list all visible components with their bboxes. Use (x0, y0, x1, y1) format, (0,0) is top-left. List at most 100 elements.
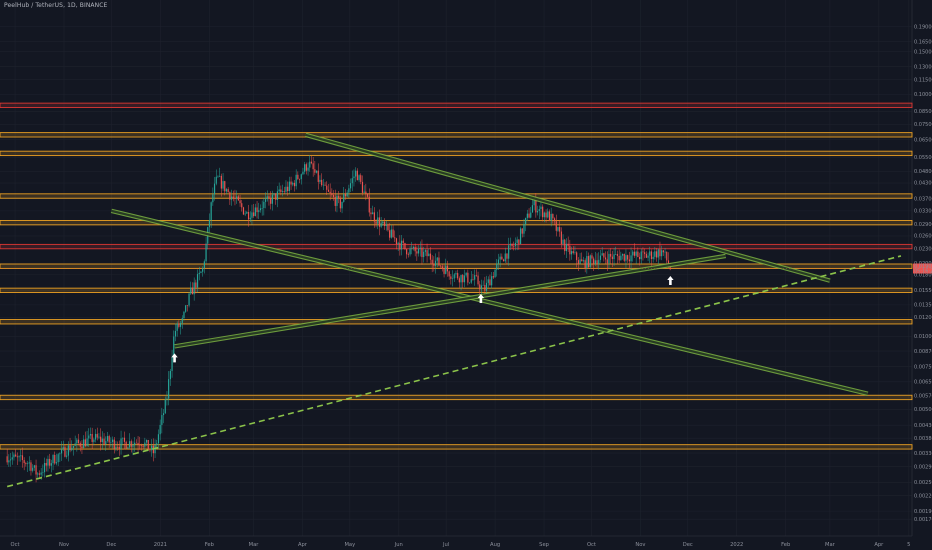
candle-body (266, 196, 268, 200)
horizontal-zones (0, 102, 913, 450)
candle-body (402, 240, 404, 243)
candle-body (496, 263, 498, 270)
candle-body (33, 465, 35, 468)
candle-body (348, 188, 350, 193)
candle-body (59, 453, 61, 455)
candle-body (125, 441, 127, 449)
candle-body (62, 447, 64, 449)
candle-body (127, 447, 129, 449)
candle-body (511, 243, 513, 247)
x-tick-label: Jun (394, 542, 403, 548)
candle-body (49, 458, 51, 466)
candle-body (229, 192, 231, 200)
candle-body (219, 175, 221, 177)
channel-trendline-inner (305, 133, 831, 282)
candle-body (339, 197, 341, 209)
up-arrow-icon (667, 275, 674, 285)
candle-body (307, 167, 309, 171)
x-tick-label: Feb (781, 542, 791, 548)
candle-body (16, 456, 18, 458)
candle-body (317, 170, 319, 182)
support-zone (0, 394, 913, 401)
candle-body (390, 229, 392, 238)
candle-body (559, 227, 561, 232)
candle-body (475, 275, 477, 276)
candle-body (409, 248, 411, 255)
candle-body (60, 448, 63, 454)
candle-body (293, 182, 296, 187)
candle-body (487, 279, 489, 283)
candle-body (322, 184, 324, 186)
candle-body (436, 257, 438, 261)
candle-body (363, 191, 365, 193)
dashed-trendline (6, 255, 902, 488)
candle-body (368, 196, 370, 213)
candle-body (230, 196, 233, 200)
candle-body (38, 473, 41, 475)
candle-body (91, 434, 93, 442)
grid-lines (0, 0, 912, 536)
candle-body (443, 268, 445, 274)
candle-body (433, 264, 435, 266)
candle-body (424, 250, 426, 252)
candle-body (555, 221, 557, 231)
candle-body (283, 191, 285, 192)
candle-body (290, 181, 292, 185)
candle-body (526, 213, 528, 218)
candle-body (140, 445, 143, 447)
candle-body (508, 245, 510, 259)
candle-body (610, 253, 612, 257)
candle-body (545, 212, 547, 218)
candle-body (54, 454, 56, 464)
support-zone (0, 193, 913, 199)
candles (6, 155, 671, 483)
candle-body (377, 217, 379, 224)
candle-body (521, 228, 523, 234)
candle-body (400, 240, 403, 250)
candle-body (227, 189, 229, 193)
candle-body (361, 181, 364, 193)
candle-body (259, 208, 262, 211)
candle-body (378, 217, 381, 227)
candle-body (484, 284, 486, 291)
candle-body (638, 256, 641, 260)
candle-body (89, 434, 92, 436)
candle-body (253, 212, 255, 217)
candle-body (302, 171, 304, 175)
candle-body (579, 259, 581, 264)
candle-body (71, 447, 73, 451)
candle-body (497, 259, 500, 264)
candle-body (319, 179, 321, 182)
candle-body (186, 305, 188, 306)
candle-body (581, 259, 583, 262)
candle-body (557, 227, 559, 231)
candle-body (611, 256, 613, 260)
candle-body (273, 193, 275, 195)
candle-body (242, 207, 245, 215)
candle-body (26, 463, 29, 465)
candle-body (241, 203, 243, 208)
candle-body (169, 370, 171, 380)
candle-body (463, 275, 466, 283)
candle-body (642, 251, 644, 253)
candle-body (50, 463, 52, 466)
candle-body (113, 439, 115, 449)
candle-body (528, 213, 530, 218)
candle-body (574, 252, 576, 253)
candle-body (195, 282, 197, 288)
up-arrow-icon (477, 294, 485, 304)
candle-body (428, 253, 430, 257)
candle-body (123, 437, 126, 442)
candle-body (9, 459, 12, 461)
